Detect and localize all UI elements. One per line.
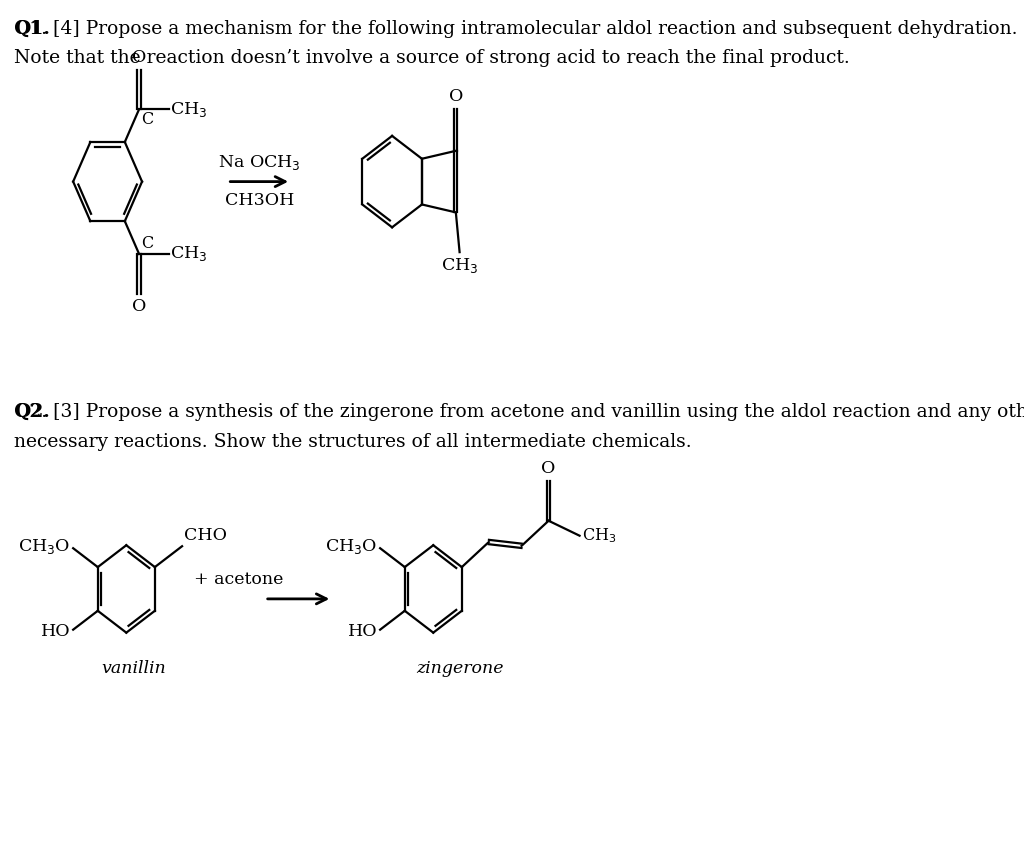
Text: O: O	[132, 49, 146, 66]
Text: Q2. [3] Propose a synthesis of the zingerone from acetone and vanillin using the: Q2. [3] Propose a synthesis of the zinge…	[14, 404, 1024, 422]
Text: CH$_3$: CH$_3$	[441, 256, 478, 275]
Text: Note that the reaction doesn’t involve a source of strong acid to reach the fina: Note that the reaction doesn’t involve a…	[14, 50, 850, 68]
Text: + acetone: + acetone	[194, 570, 283, 587]
Text: CH3OH: CH3OH	[224, 192, 294, 209]
Text: CH$_3$O: CH$_3$O	[17, 537, 71, 556]
Text: O: O	[542, 460, 556, 477]
Text: necessary reactions. Show the structures of all intermediate chemicals.: necessary reactions. Show the structures…	[14, 433, 691, 451]
Text: zingerone: zingerone	[416, 660, 503, 677]
Text: CH$_3$: CH$_3$	[582, 527, 616, 545]
Text: CH$_3$: CH$_3$	[170, 100, 208, 119]
Text: HO: HO	[347, 623, 377, 640]
Text: CH$_3$: CH$_3$	[170, 245, 208, 263]
Text: CHO: CHO	[184, 528, 227, 545]
Text: O: O	[132, 298, 146, 315]
Text: C: C	[141, 111, 154, 128]
Text: O: O	[449, 88, 463, 105]
Text: Na OCH$_3$: Na OCH$_3$	[218, 153, 301, 172]
Text: C: C	[141, 235, 154, 252]
Text: Q1.: Q1.	[14, 20, 50, 38]
Text: HO: HO	[41, 623, 71, 640]
Text: Q1. [4] Propose a mechanism for the following intramolecular aldol reaction and : Q1. [4] Propose a mechanism for the foll…	[14, 20, 1018, 38]
Text: vanillin: vanillin	[101, 660, 166, 677]
Text: CH$_3$O: CH$_3$O	[325, 537, 377, 556]
Text: Q2.: Q2.	[14, 404, 50, 422]
